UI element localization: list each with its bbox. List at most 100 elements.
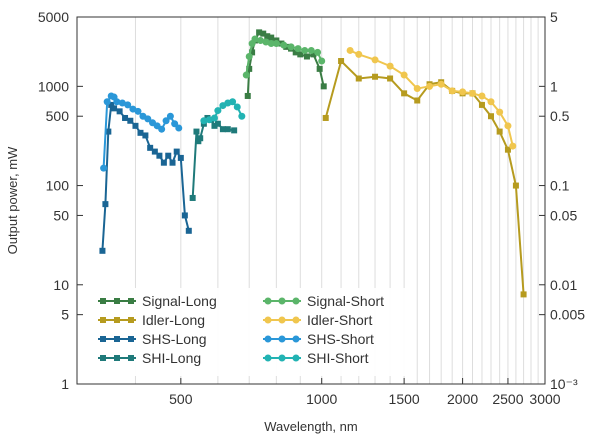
data-point [459,88,467,96]
data-point [114,355,120,361]
data-point [478,101,485,108]
data-point [267,40,275,48]
data-point [244,92,251,99]
data-point [316,65,323,72]
data-point [100,336,106,342]
legend-label: SHI-Short [307,350,369,366]
data-point [346,46,354,54]
data-point [297,51,304,58]
legend-item-idler-long: Idler-Long [98,312,205,328]
y-tick-label: 50 [53,207,69,223]
legend-label: SHI-Long [142,350,201,366]
data-point [487,98,495,106]
data-point [219,126,226,133]
data-point [496,108,504,116]
data-point [387,75,394,82]
legend-label: Idler-Short [307,312,372,328]
data-point [400,71,408,79]
data-point [264,33,271,40]
data-point [114,336,120,342]
legend-item-shs-long: SHS-Long [98,331,207,347]
data-point [310,51,317,58]
data-point [287,43,295,51]
data-point [238,112,246,120]
data-point [242,71,250,79]
data-point [318,57,326,65]
data-point [137,129,144,136]
series-shs-short [100,92,183,172]
legend-item-signal-long: Signal-Long [98,293,217,309]
series-line-idler-short [349,49,514,147]
data-point [496,128,503,135]
data-point [292,335,300,343]
data-point [169,159,176,166]
legend-item-shs-short: SHS-Short [263,331,374,347]
data-point [214,120,221,127]
y-tick-label: 5000 [38,9,69,25]
data-point [100,317,106,323]
data-point [144,115,152,123]
data-point [132,122,139,129]
data-point [181,212,188,219]
x-axis-title: Wavelength, nm [264,419,357,434]
data-point [251,35,259,43]
data-point [105,128,112,135]
data-point [355,50,363,58]
data-point [245,52,253,60]
data-point [512,182,519,189]
data-point [193,128,200,135]
y2-tick-label: 0.05 [550,207,577,223]
legend-item-shi-long: SHI-Long [98,350,201,366]
x-tick-label: 3000 [529,391,560,407]
legend-label: Idler-Long [142,312,205,328]
data-point [103,98,111,106]
series-signal-short [242,35,326,79]
data-point [256,29,263,36]
data-point [100,298,106,304]
data-point [113,98,121,106]
data-point [504,122,512,130]
legend-label: Signal-Short [307,293,384,309]
data-point [487,113,494,120]
y-tick-label: 1000 [38,78,69,94]
legend-item-shi-short: SHI-Short [263,350,369,366]
legend-label: SHS-Long [142,331,207,347]
data-point [264,297,272,305]
legend-item-idler-short: Idler-Short [263,312,372,328]
data-point [160,159,167,166]
data-point [128,317,134,323]
data-point [114,298,120,304]
data-point [229,98,237,106]
data-point [272,40,280,48]
data-point [134,107,142,115]
data-point [249,49,256,56]
legend-label: SHS-Short [307,331,374,347]
x-tick-label: 1500 [389,391,420,407]
legend-label: Signal-Long [142,293,217,309]
data-point [414,97,421,104]
data-point [260,30,267,37]
data-point [509,142,517,150]
data-point [292,354,300,362]
data-point [303,53,310,60]
data-point [520,291,527,298]
data-point [128,355,134,361]
data-point [355,75,362,82]
data-point [224,126,231,133]
data-point [307,46,315,54]
y2-tick-label: 0.5 [550,108,570,124]
data-point [320,83,327,90]
data-point [264,316,272,324]
data-point [147,144,154,151]
data-point [142,132,149,139]
legend-item-signal-short: Signal-Short [263,293,384,309]
data-point [116,108,123,115]
data-point [504,146,511,153]
data-point [294,45,302,53]
data-point [314,48,322,56]
data-point [214,107,222,115]
axis-layer: 500 1000 1500 2000 2500 3000 5000 1000 500 100 50 1… [38,9,585,407]
y-tick-label: 5 [61,307,69,323]
data-point [292,316,300,324]
data-point [162,117,170,125]
